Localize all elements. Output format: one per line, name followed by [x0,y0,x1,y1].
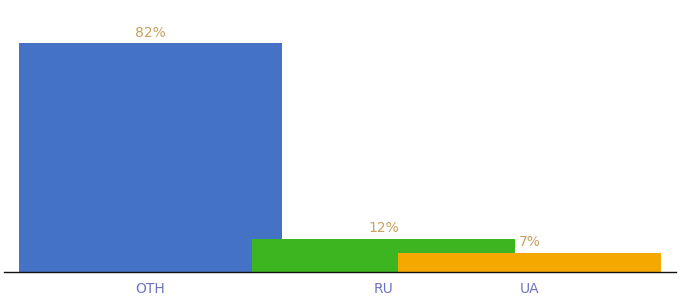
Bar [398,253,661,272]
Bar [252,238,515,272]
Text: 82%: 82% [135,26,165,40]
Bar [19,43,282,272]
Text: 12%: 12% [369,221,399,235]
Text: 7%: 7% [519,235,541,249]
